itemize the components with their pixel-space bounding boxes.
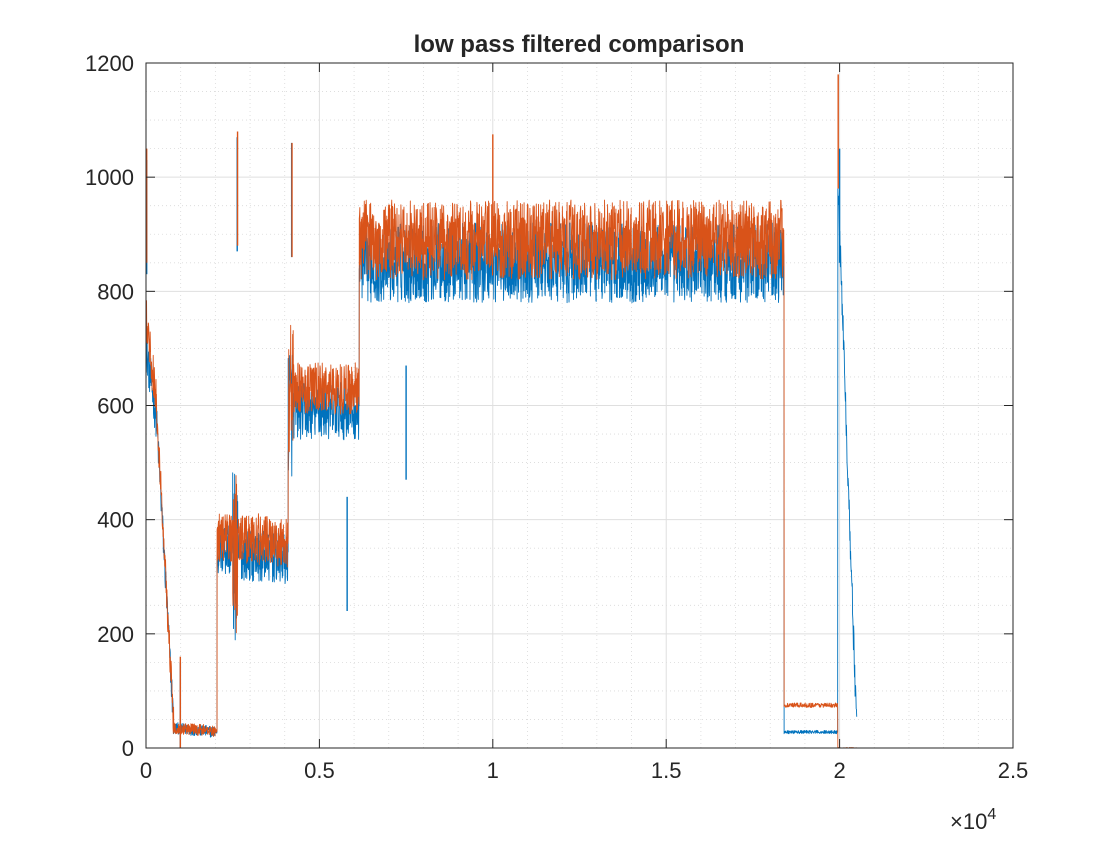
y-tick-label: 1000 bbox=[85, 165, 134, 190]
chart-title: low pass filtered comparison bbox=[414, 31, 745, 58]
ticks bbox=[145, 62, 1014, 749]
y-tick-label: 200 bbox=[97, 622, 134, 647]
x-tick-label: 1.5 bbox=[651, 758, 682, 783]
y-tick-label: 0 bbox=[122, 736, 134, 761]
y-tick-label: 400 bbox=[97, 508, 134, 533]
series-layer bbox=[145, 74, 858, 749]
x-tick-label: 0 bbox=[140, 758, 152, 783]
x-exponent-label: ×104 bbox=[950, 806, 996, 834]
x-tick-label: 2 bbox=[833, 758, 845, 783]
tick-labels: 0 0.5 1 1.5 2 2.5 0 200 400 600 800 1000 1200 bbox=[85, 51, 1028, 783]
y-tick-label: 800 bbox=[97, 279, 134, 304]
x-exponent-power: 4 bbox=[987, 806, 996, 823]
series-2 bbox=[145, 74, 858, 749]
x-tick-label: 0.5 bbox=[304, 758, 335, 783]
y-tick-label: 1200 bbox=[85, 51, 134, 76]
series-line bbox=[145, 199, 858, 749]
x-tick-label: 2.5 bbox=[998, 758, 1029, 783]
x-exponent-base: ×10 bbox=[950, 809, 987, 834]
y-tick-label: 600 bbox=[97, 394, 134, 419]
x-tick-label: 1 bbox=[487, 758, 499, 783]
